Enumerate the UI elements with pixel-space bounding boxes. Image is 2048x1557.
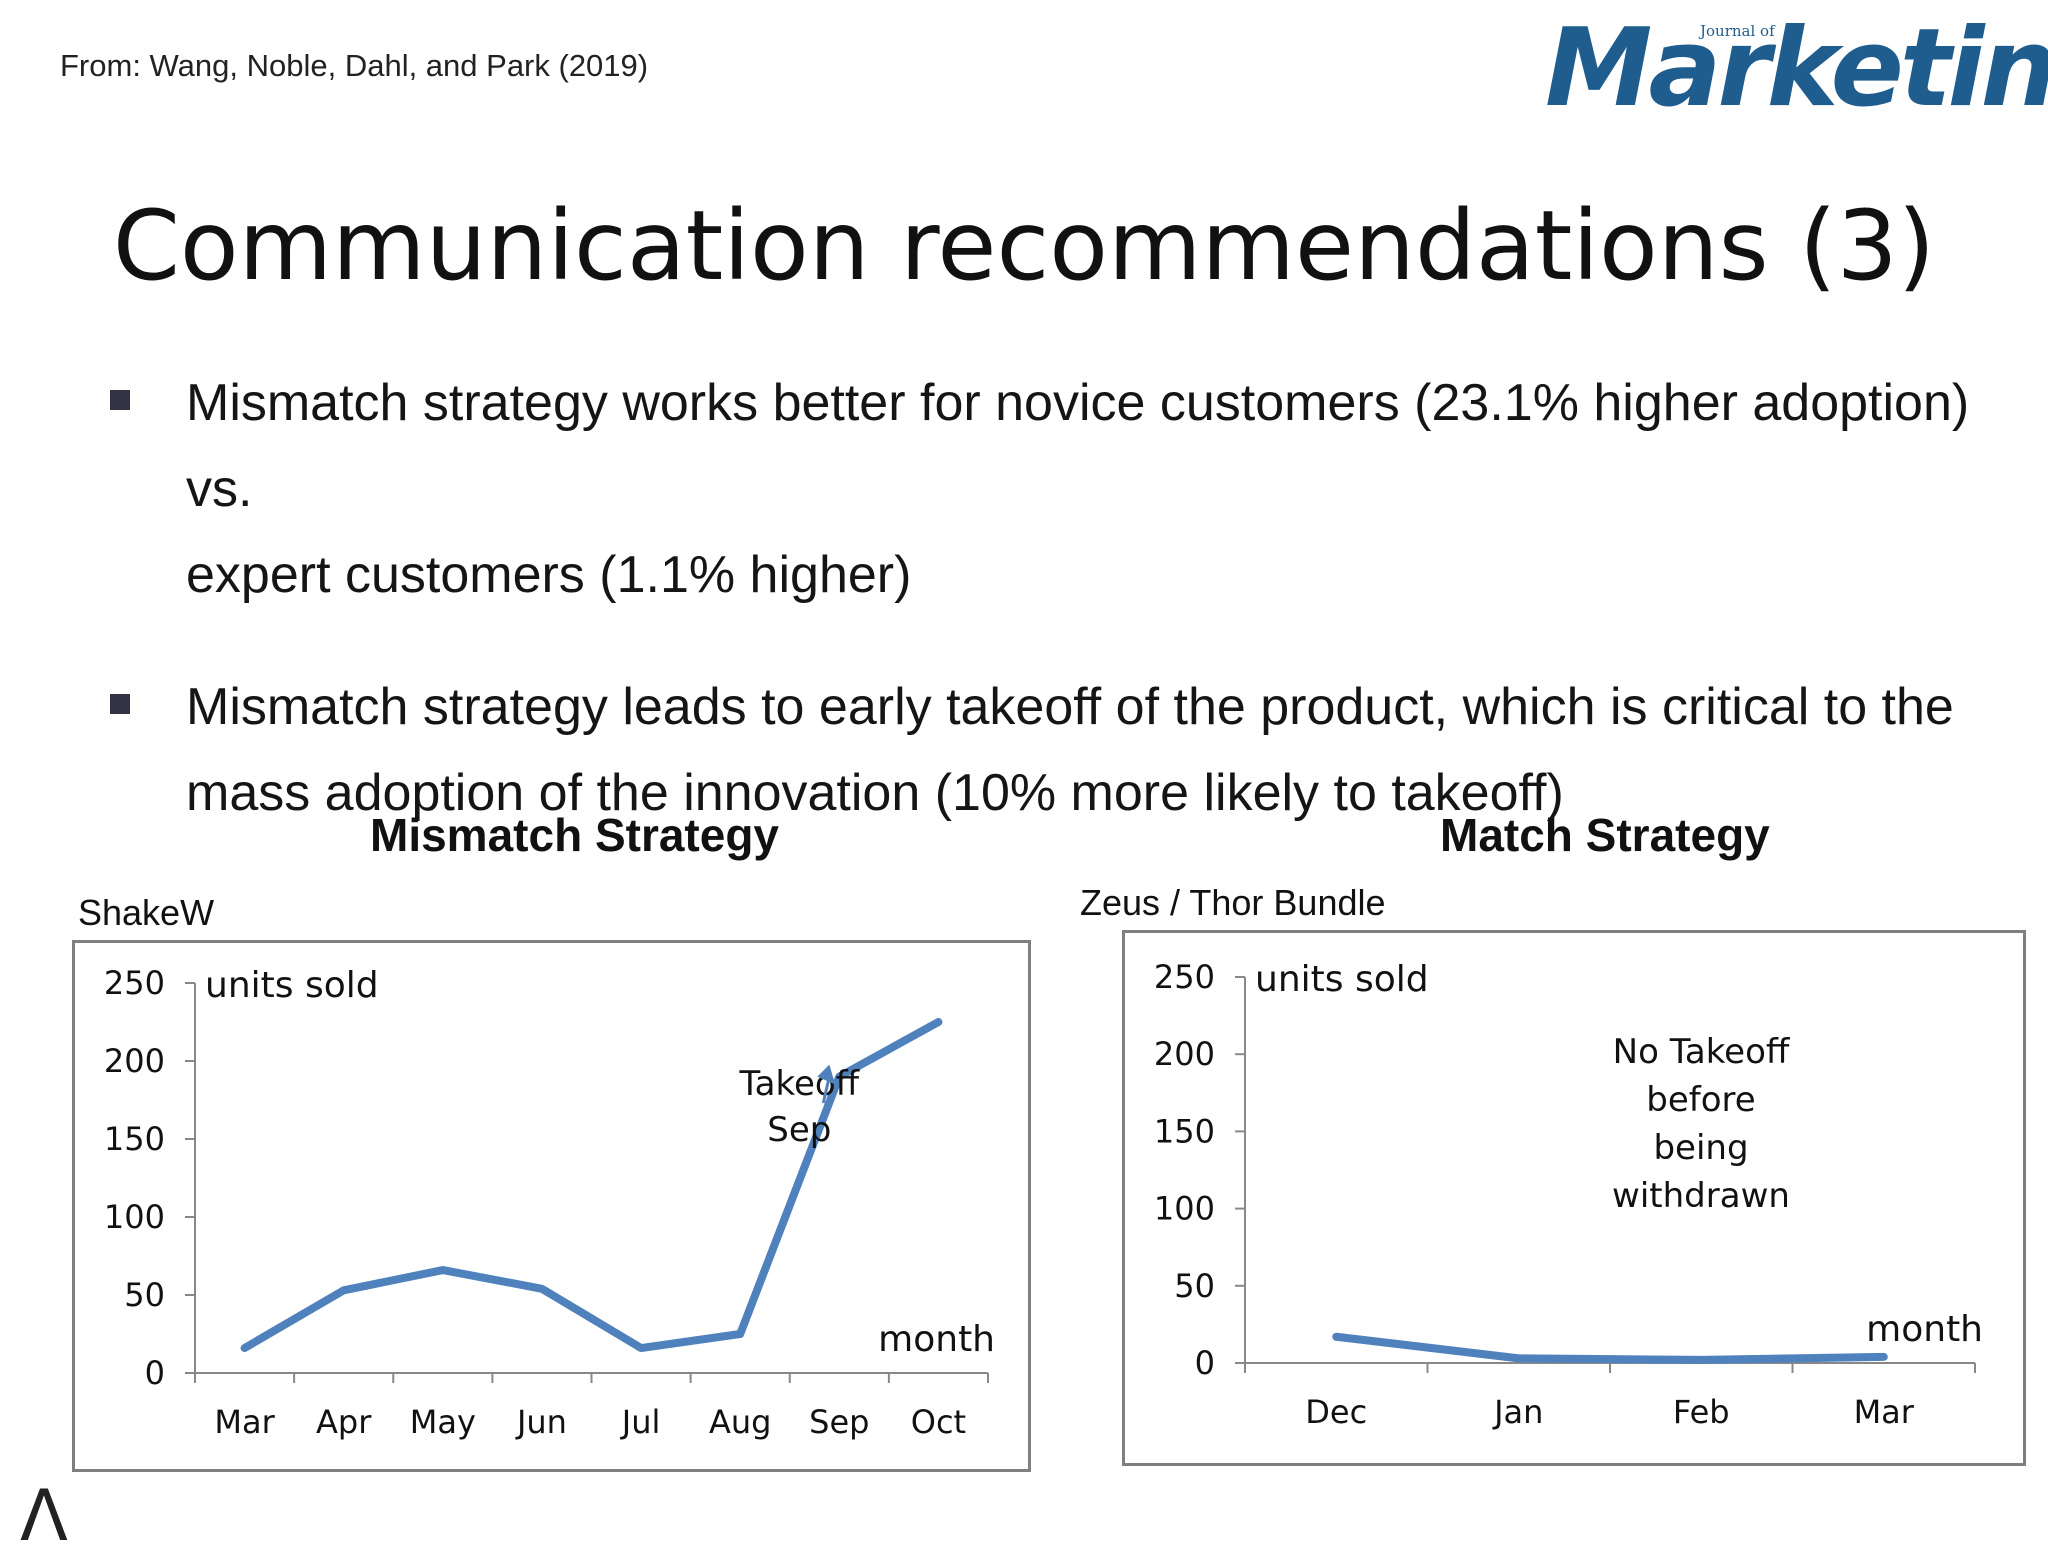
product-name-match: Zeus / Thor Bundle	[1080, 882, 1386, 923]
bullet-item: Mismatch strategy leads to early takeoff…	[100, 664, 2000, 836]
annotation-no-takeoff: withdrawn	[1612, 1176, 1790, 1216]
annotation-takeoff-month: Sep	[767, 1110, 831, 1150]
data-point	[640, 1347, 643, 1350]
data-point	[838, 1075, 841, 1078]
x-tick-label: May	[410, 1403, 476, 1441]
y-tick-label: 200	[104, 1042, 165, 1080]
x-tick-label: Oct	[911, 1403, 966, 1441]
y-tick-label: 150	[104, 1120, 165, 1158]
source-citation: From: Wang, Noble, Dahl, and Park (2019)	[60, 48, 649, 83]
data-point	[342, 1289, 345, 1292]
y-tick-label: 0	[1195, 1344, 1215, 1382]
data-point	[1700, 1358, 1703, 1361]
data-point	[243, 1347, 246, 1350]
x-tick-label: Sep	[809, 1403, 869, 1441]
bullet-line: Mismatch strategy works better for novic…	[186, 374, 1970, 518]
x-tick-label: Jun	[515, 1403, 567, 1441]
bullet-square-icon	[110, 390, 130, 410]
chart-title-mismatch: Mismatch Strategy	[370, 809, 780, 861]
data-point	[1517, 1357, 1520, 1360]
x-tick-label: Aug	[709, 1403, 771, 1441]
y-tick-label: 200	[1154, 1035, 1215, 1073]
data-point	[1882, 1355, 1885, 1358]
data-point	[937, 1021, 940, 1023]
x-tick-label: Apr	[316, 1403, 372, 1441]
product-name-mismatch: ShakeW	[78, 892, 215, 933]
bullet-line: expert customers (1.1% higher)	[186, 546, 912, 604]
bullet-square-icon	[110, 694, 130, 714]
x-axis-label: month	[1866, 1309, 1983, 1350]
annotation-no-takeoff: No Takeoff	[1613, 1032, 1791, 1072]
annotation-no-takeoff: being	[1653, 1128, 1748, 1168]
bullet-list: Mismatch strategy works better for novic…	[100, 360, 2000, 882]
bullet-line: Mismatch strategy leads to early takeoff…	[186, 678, 1954, 736]
y-tick-label: 250	[1154, 958, 1215, 996]
y-tick-label: 50	[1174, 1267, 1215, 1305]
chart-match: 0 50 100 150 200 250 Dec Jan Feb Mar units sold mon…	[1122, 930, 2026, 1466]
chart-mismatch-svg: 0 50 100 150 200 250 Mar Apr May Jun Jul Aug Sep Oct u…	[104, 964, 995, 1441]
y-axis-label: units sold	[205, 965, 379, 1006]
y-tick-label: 100	[1154, 1190, 1215, 1228]
series-line	[1332, 1332, 1888, 1364]
y-axis-label: units sold	[1255, 959, 1429, 1000]
x-tick-label: Mar	[1854, 1393, 1915, 1431]
data-point	[739, 1333, 742, 1335]
data-point	[1335, 1335, 1338, 1338]
x-tick-label: Jan	[1492, 1393, 1543, 1431]
logo-wordmark: Marketing	[1545, 6, 2048, 131]
x-tick-label: Mar	[214, 1403, 275, 1441]
footer-logo-fragment: Λ	[20, 1475, 68, 1557]
y-tick-label: 100	[104, 1198, 165, 1236]
y-tick-label: 150	[1154, 1112, 1215, 1150]
x-tick-label: Dec	[1305, 1393, 1367, 1431]
x-tick-label: Feb	[1673, 1393, 1730, 1431]
chart-match-svg: 0 50 100 150 200 250 Dec Jan Feb Mar units sold mon…	[1154, 958, 1983, 1431]
bullet-line: mass adoption of the innovation (10% mor…	[186, 764, 1564, 822]
slide-title: Communication recommendations (3)	[112, 190, 1936, 302]
series-line	[240, 1018, 943, 1353]
annotation-no-takeoff: before	[1646, 1080, 1755, 1120]
x-axis-label: month	[878, 1319, 995, 1360]
chart-mismatch: 0 50 100 150 200 250 Mar Apr May Jun Jul Aug Sep Oct u…	[72, 940, 1031, 1472]
y-tick-label: 50	[124, 1276, 165, 1314]
chart-title-match: Match Strategy	[1440, 809, 1770, 861]
x-tick-label: Jul	[620, 1403, 661, 1441]
data-point	[441, 1269, 444, 1272]
annotation-arrowhead	[817, 1064, 836, 1085]
logo-small-text: Journal of	[1700, 22, 1775, 40]
bullet-item: Mismatch strategy works better for novic…	[100, 360, 2000, 618]
y-tick-label: 250	[104, 964, 165, 1002]
annotation-takeoff: Takeoff	[739, 1064, 861, 1104]
data-point	[540, 1287, 543, 1290]
y-tick-label: 0	[145, 1354, 165, 1392]
